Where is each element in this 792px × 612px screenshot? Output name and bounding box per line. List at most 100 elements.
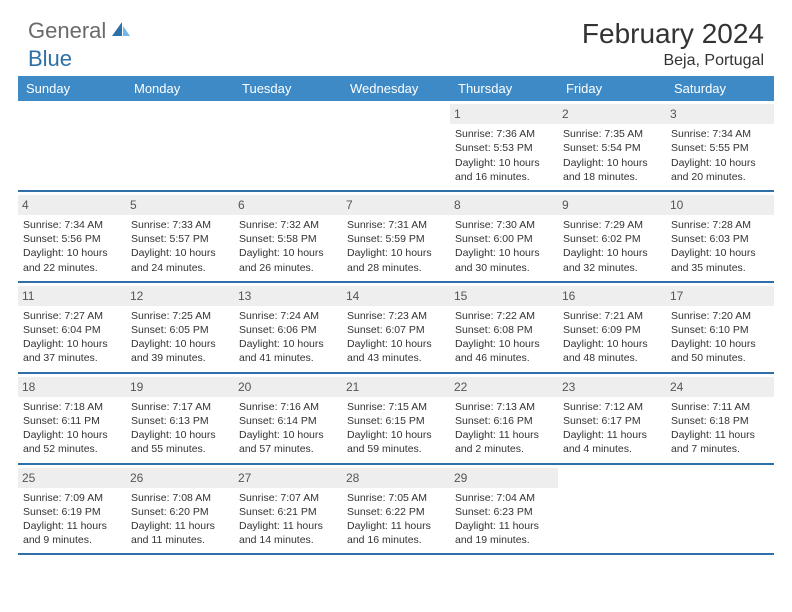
calendar-day: 22Sunrise: 7:13 AMSunset: 6:16 PMDayligh… bbox=[450, 374, 558, 463]
sunset-text: Sunset: 6:19 PM bbox=[23, 505, 121, 519]
daylight-text: Daylight: 10 hours and 59 minutes. bbox=[347, 428, 445, 456]
daylight-text: Daylight: 11 hours and 9 minutes. bbox=[23, 519, 121, 547]
sunset-text: Sunset: 6:16 PM bbox=[455, 414, 553, 428]
sunrise-text: Sunrise: 7:11 AM bbox=[671, 400, 769, 414]
sunset-text: Sunset: 6:07 PM bbox=[347, 323, 445, 337]
calendar-day: 23Sunrise: 7:12 AMSunset: 6:17 PMDayligh… bbox=[558, 374, 666, 463]
calendar-day: 8Sunrise: 7:30 AMSunset: 6:00 PMDaylight… bbox=[450, 192, 558, 281]
sunset-text: Sunset: 6:02 PM bbox=[563, 232, 661, 246]
title-block: February 2024 Beja, Portugal bbox=[582, 18, 764, 70]
dayname-sunday: Sunday bbox=[18, 76, 126, 101]
daylight-text: Daylight: 10 hours and 26 minutes. bbox=[239, 246, 337, 274]
day-number: 2 bbox=[558, 104, 666, 124]
calendar-day: 28Sunrise: 7:05 AMSunset: 6:22 PMDayligh… bbox=[342, 465, 450, 554]
sunrise-text: Sunrise: 7:23 AM bbox=[347, 309, 445, 323]
daylight-text: Daylight: 10 hours and 55 minutes. bbox=[131, 428, 229, 456]
dayname-friday: Friday bbox=[558, 76, 666, 101]
day-number: 28 bbox=[342, 468, 450, 488]
day-number: 26 bbox=[126, 468, 234, 488]
sunset-text: Sunset: 6:15 PM bbox=[347, 414, 445, 428]
sunrise-text: Sunrise: 7:07 AM bbox=[239, 491, 337, 505]
daylight-text: Daylight: 11 hours and 7 minutes. bbox=[671, 428, 769, 456]
sunrise-text: Sunrise: 7:32 AM bbox=[239, 218, 337, 232]
logo-text-general: General bbox=[28, 18, 106, 44]
sunset-text: Sunset: 6:03 PM bbox=[671, 232, 769, 246]
sunrise-text: Sunrise: 7:29 AM bbox=[563, 218, 661, 232]
calendar-day: 15Sunrise: 7:22 AMSunset: 6:08 PMDayligh… bbox=[450, 283, 558, 372]
header: General February 2024 Beja, Portugal bbox=[0, 0, 792, 76]
sunrise-text: Sunrise: 7:33 AM bbox=[131, 218, 229, 232]
calendar-day: 7 Sunrise: 7:31 AMSunset: 5:59 PMDaylight… bbox=[342, 192, 450, 281]
sunrise-text: Sunrise: 7:36 AM bbox=[455, 127, 553, 141]
sunset-text: Sunset: 6:21 PM bbox=[239, 505, 337, 519]
calendar-day bbox=[126, 101, 234, 190]
sunset-text: Sunset: 6:05 PM bbox=[131, 323, 229, 337]
dayname-wednesday: Wednesday bbox=[342, 76, 450, 101]
calendar-day: 19Sunrise: 7:17 AMSunset: 6:13 PMDayligh… bbox=[126, 374, 234, 463]
day-number: 8 bbox=[450, 195, 558, 215]
daylight-text: Daylight: 10 hours and 16 minutes. bbox=[455, 156, 553, 184]
calendar-day bbox=[342, 101, 450, 190]
day-number: 5 bbox=[126, 195, 234, 215]
day-number: 20 bbox=[234, 377, 342, 397]
calendar-week: 4Sunrise: 7:34 AMSunset: 5:56 PMDaylight… bbox=[18, 192, 774, 283]
daylight-text: Daylight: 10 hours and 41 minutes. bbox=[239, 337, 337, 365]
sunset-text: Sunset: 5:57 PM bbox=[131, 232, 229, 246]
calendar-body: 1Sunrise: 7:36 AMSunset: 5:53 PMDaylight… bbox=[18, 101, 774, 555]
daylight-text: Daylight: 10 hours and 22 minutes. bbox=[23, 246, 121, 274]
calendar-day: 1Sunrise: 7:36 AMSunset: 5:53 PMDaylight… bbox=[450, 101, 558, 190]
day-number: 22 bbox=[450, 377, 558, 397]
sunrise-text: Sunrise: 7:34 AM bbox=[23, 218, 121, 232]
sunrise-text: Sunrise: 7:16 AM bbox=[239, 400, 337, 414]
dayname-monday: Monday bbox=[126, 76, 234, 101]
sunset-text: Sunset: 6:04 PM bbox=[23, 323, 121, 337]
day-number: 29 bbox=[450, 468, 558, 488]
calendar-week: 1Sunrise: 7:36 AMSunset: 5:53 PMDaylight… bbox=[18, 101, 774, 192]
sunrise-text: Sunrise: 7:34 AM bbox=[671, 127, 769, 141]
day-number: 10 bbox=[666, 195, 774, 215]
calendar-day: 10Sunrise: 7:28 AMSunset: 6:03 PMDayligh… bbox=[666, 192, 774, 281]
day-number: 7 bbox=[342, 195, 450, 215]
day-number: 9 bbox=[558, 195, 666, 215]
daylight-text: Daylight: 10 hours and 46 minutes. bbox=[455, 337, 553, 365]
sunrise-text: Sunrise: 7:31 AM bbox=[347, 218, 445, 232]
sunrise-text: Sunrise: 7:24 AM bbox=[239, 309, 337, 323]
daylight-text: Daylight: 11 hours and 11 minutes. bbox=[131, 519, 229, 547]
daylight-text: Daylight: 10 hours and 37 minutes. bbox=[23, 337, 121, 365]
day-number: 21 bbox=[342, 377, 450, 397]
sunset-text: Sunset: 6:00 PM bbox=[455, 232, 553, 246]
calendar-day bbox=[558, 465, 666, 554]
daylight-text: Daylight: 10 hours and 52 minutes. bbox=[23, 428, 121, 456]
calendar-day: 27Sunrise: 7:07 AMSunset: 6:21 PMDayligh… bbox=[234, 465, 342, 554]
sunset-text: Sunset: 6:23 PM bbox=[455, 505, 553, 519]
calendar-week: 11Sunrise: 7:27 AMSunset: 6:04 PMDayligh… bbox=[18, 283, 774, 374]
sunset-text: Sunset: 6:08 PM bbox=[455, 323, 553, 337]
calendar-day bbox=[18, 101, 126, 190]
calendar-day: 12Sunrise: 7:25 AMSunset: 6:05 PMDayligh… bbox=[126, 283, 234, 372]
day-number: 16 bbox=[558, 286, 666, 306]
sunset-text: Sunset: 5:55 PM bbox=[671, 141, 769, 155]
daylight-text: Daylight: 10 hours and 50 minutes. bbox=[671, 337, 769, 365]
sunset-text: Sunset: 6:18 PM bbox=[671, 414, 769, 428]
calendar-day: 17Sunrise: 7:20 AMSunset: 6:10 PMDayligh… bbox=[666, 283, 774, 372]
calendar-header-row: Sunday Monday Tuesday Wednesday Thursday… bbox=[18, 76, 774, 101]
logo-sail-icon bbox=[110, 20, 132, 43]
calendar-day: 13Sunrise: 7:24 AMSunset: 6:06 PMDayligh… bbox=[234, 283, 342, 372]
calendar-day bbox=[234, 101, 342, 190]
dayname-thursday: Thursday bbox=[450, 76, 558, 101]
logo: General bbox=[28, 18, 134, 44]
daylight-text: Daylight: 10 hours and 28 minutes. bbox=[347, 246, 445, 274]
sunrise-text: Sunrise: 7:17 AM bbox=[131, 400, 229, 414]
sunrise-text: Sunrise: 7:18 AM bbox=[23, 400, 121, 414]
sunrise-text: Sunrise: 7:04 AM bbox=[455, 491, 553, 505]
daylight-text: Daylight: 10 hours and 35 minutes. bbox=[671, 246, 769, 274]
sunrise-text: Sunrise: 7:21 AM bbox=[563, 309, 661, 323]
calendar-day: 25Sunrise: 7:09 AMSunset: 6:19 PMDayligh… bbox=[18, 465, 126, 554]
calendar-day: 16Sunrise: 7:21 AMSunset: 6:09 PMDayligh… bbox=[558, 283, 666, 372]
sunset-text: Sunset: 5:58 PM bbox=[239, 232, 337, 246]
sunset-text: Sunset: 6:22 PM bbox=[347, 505, 445, 519]
sunset-text: Sunset: 5:59 PM bbox=[347, 232, 445, 246]
daylight-text: Daylight: 10 hours and 43 minutes. bbox=[347, 337, 445, 365]
dayname-saturday: Saturday bbox=[666, 76, 774, 101]
day-number: 15 bbox=[450, 286, 558, 306]
